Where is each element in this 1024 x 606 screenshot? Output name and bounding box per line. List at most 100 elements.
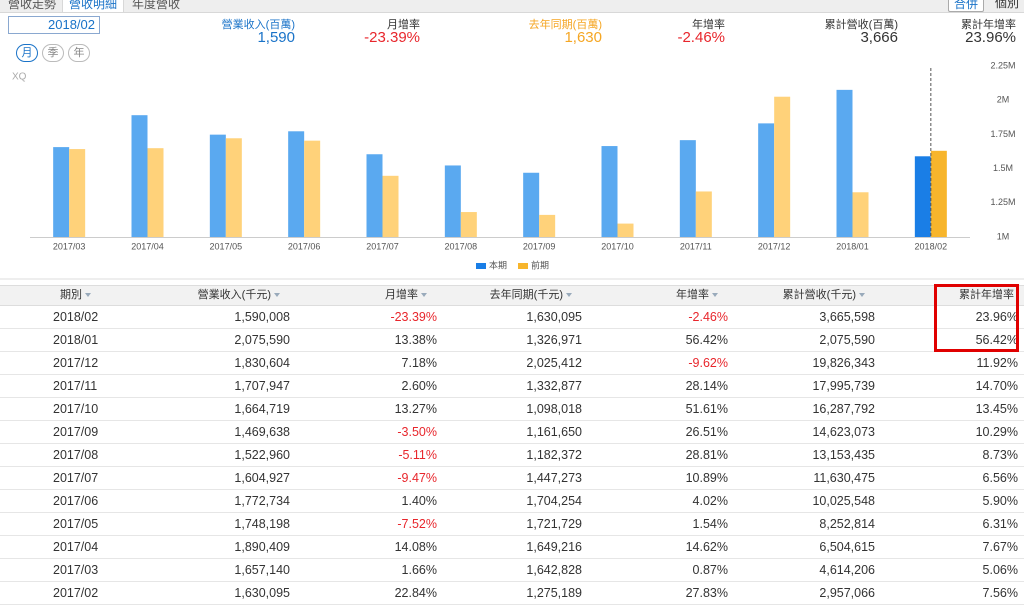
column-header[interactable]: 月增率 <box>385 285 427 306</box>
table-cell: 0.87% <box>692 563 728 577</box>
table-row: 2018/02 1,590,008 -23.39% 1,630,095 -2.46% 3,… <box>0 306 1024 329</box>
column-header[interactable]: 去年同期(千元) <box>490 285 572 306</box>
table-cell: 1.66% <box>401 563 437 577</box>
period-button[interactable]: 年 <box>68 44 90 62</box>
y-tick-label: 1M <box>997 231 1010 241</box>
table-row: 2017/10 1,664,719 13.27% 1,098,018 51.61% 16,… <box>0 398 1024 421</box>
table-cell: 28.81% <box>685 448 728 462</box>
x-tick-label: 2018/01 <box>836 241 869 251</box>
bar <box>225 138 242 237</box>
column-header-text: 去年同期(千元) <box>489 289 563 301</box>
table-row: 2017/05 1,748,198 -7.52% 1,721,729 1.54% 8,25… <box>0 513 1024 536</box>
table-cell: 1,830,604 <box>234 356 290 370</box>
column-header[interactable]: 期別 <box>60 285 91 306</box>
x-tick-label: 2017/12 <box>758 241 791 251</box>
table-cell: 51.61% <box>685 402 728 416</box>
table-row: 2017/12 1,830,604 7.18% 2,025,412 -9.62% 19,8… <box>0 352 1024 375</box>
table-row: 2017/07 1,604,927 -9.47% 1,447,273 10.89% 11,… <box>0 467 1024 490</box>
table-row: 2017/02 1,630,095 22.84% 1,275,189 27.83% 2,9… <box>0 582 1024 605</box>
table-cell: 2.60% <box>401 379 437 393</box>
y-tick-label: 1.75M <box>990 129 1015 139</box>
table-cell: 1,630,095 <box>234 586 290 600</box>
column-header-text: 月增率 <box>385 289 418 301</box>
bar <box>539 214 556 237</box>
table-cell: -9.62% <box>688 356 728 370</box>
bar <box>523 172 540 237</box>
sort-icon <box>85 293 91 298</box>
bar <box>131 115 148 237</box>
column-header[interactable]: 營業收入(千元) <box>198 285 280 306</box>
table-cell: 1,890,409 <box>234 540 290 554</box>
table-cell: 14,623,073 <box>812 425 875 439</box>
table-row: 2017/06 1,772,734 1.40% 1,704,254 4.02% 10,02… <box>0 490 1024 513</box>
bar <box>617 223 634 237</box>
table-cell: 1.54% <box>692 517 728 531</box>
table-cell: 2017/07 <box>53 471 99 485</box>
bar <box>758 123 775 237</box>
bar <box>930 150 947 237</box>
table-cell: 10.29% <box>975 425 1018 439</box>
table-cell: 1,630,095 <box>526 310 582 324</box>
summary-value: 1,630 <box>564 29 602 46</box>
column-header-text: 營業收入(千元) <box>197 289 271 301</box>
tab[interactable]: 年度營收 <box>132 0 181 11</box>
table-cell: 2017/06 <box>53 494 99 508</box>
table-cell: 2017/03 <box>53 563 99 577</box>
bar <box>288 131 305 237</box>
table-cell: 1,649,216 <box>526 540 582 554</box>
summary-label: 累計營收(百萬) <box>824 19 898 31</box>
tab[interactable]: 營收走勢 <box>8 0 57 11</box>
table-cell: 28.14% <box>685 379 728 393</box>
period-button[interactable]: 季 <box>42 44 64 62</box>
x-tick-label: 2017/03 <box>53 241 86 251</box>
table-cell: 1,642,828 <box>526 563 582 577</box>
sort-icon <box>859 293 865 298</box>
table-cell: 1,469,638 <box>234 425 290 439</box>
bar <box>444 165 461 237</box>
table-cell: 2017/10 <box>53 402 99 416</box>
table-row: 2017/11 1,707,947 2.60% 1,332,877 28.14% 17,9… <box>0 375 1024 398</box>
bar <box>914 156 931 237</box>
bar <box>147 148 164 237</box>
table-cell: 1.40% <box>401 494 437 508</box>
highlight-box <box>934 284 1019 352</box>
table-cell: -23.39% <box>390 310 437 324</box>
bar <box>69 149 86 237</box>
bar <box>53 147 70 237</box>
table-cell: 8.73% <box>982 448 1018 462</box>
view-button[interactable]: 合併 <box>948 0 985 12</box>
summary-value: 23.96% <box>965 29 1016 46</box>
period-button[interactable]: 月 <box>16 44 38 62</box>
sort-icon <box>566 293 572 298</box>
table-cell: 22.84% <box>394 586 437 600</box>
table-cell: -3.50% <box>397 425 437 439</box>
table-cell: 14.62% <box>685 540 728 554</box>
table-cell: 2017/12 <box>53 356 99 370</box>
summary-label: 去年同期(百萬) <box>528 19 602 31</box>
table-cell: 27.83% <box>685 586 728 600</box>
table-cell: 2017/08 <box>53 448 99 462</box>
table-cell: 13.27% <box>394 402 437 416</box>
column-header[interactable]: 累計營收(千元) <box>783 285 865 306</box>
view-button[interactable]: 個別 <box>995 0 1020 10</box>
bar <box>382 175 399 237</box>
date-picker[interactable]: 2018/02 <box>8 16 100 34</box>
table-cell: 13.45% <box>975 402 1018 416</box>
table-row: 2017/03 1,657,140 1.66% 1,642,828 0.87% 4,614… <box>0 559 1024 582</box>
table-header <box>0 285 1024 306</box>
table-cell: 1,447,273 <box>526 471 582 485</box>
table-cell: 2018/01 <box>53 333 99 347</box>
summary-value: -23.39% <box>364 29 420 46</box>
bar <box>460 212 477 237</box>
table-cell: 2,957,066 <box>819 586 875 600</box>
column-header[interactable]: 累計年增率 <box>959 285 1014 306</box>
summary-label: 年增率 <box>692 19 725 31</box>
table-cell: 1,275,189 <box>526 586 582 600</box>
table-cell: 11,630,475 <box>813 471 875 485</box>
table-cell: -9.47% <box>397 471 437 485</box>
table-cell: 2017/05 <box>53 517 99 531</box>
column-header[interactable]: 年增率 <box>676 285 718 306</box>
tab[interactable]: 營收明細 <box>62 0 125 12</box>
sort-icon <box>421 293 427 298</box>
table-cell: 14.70% <box>975 379 1018 393</box>
